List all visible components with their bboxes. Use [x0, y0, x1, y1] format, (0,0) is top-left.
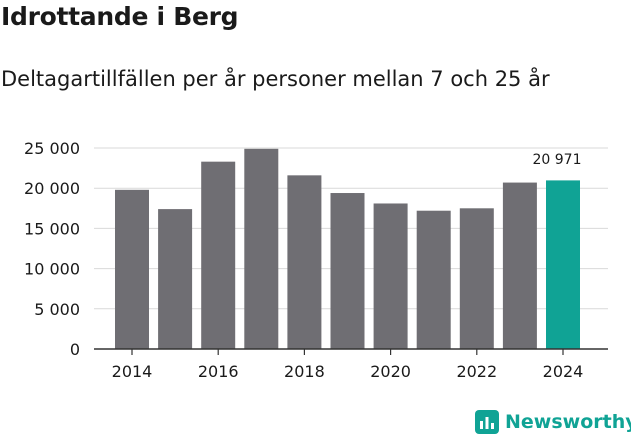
- y-tick-label: 10 000: [24, 260, 80, 279]
- x-axis-labels: 2014 2016 2018 2020 2022 2024: [112, 362, 584, 381]
- bar: [546, 180, 580, 349]
- bar: [416, 210, 451, 349]
- y-tick-label: 5 000: [34, 300, 80, 319]
- bar: [244, 148, 279, 349]
- bar: [158, 209, 193, 349]
- x-tick-label: 2018: [284, 362, 325, 381]
- x-tick-label: 2024: [543, 362, 584, 381]
- chart-title: Idrottande i Berg: [1, 2, 239, 31]
- bars: [115, 148, 580, 349]
- bar: [330, 193, 365, 349]
- chart-subtitle: Deltagartillfällen per år personer mella…: [1, 67, 550, 91]
- y-tick-label: 0: [70, 340, 80, 359]
- x-tick-label: 2016: [198, 362, 239, 381]
- y-tick-label: 20 000: [24, 179, 80, 198]
- bar: [201, 161, 236, 349]
- bar: [373, 203, 408, 349]
- x-tick-label: 2022: [456, 362, 497, 381]
- x-axis: [94, 348, 608, 355]
- bar: [502, 182, 537, 349]
- value-label: 20 971: [533, 152, 582, 168]
- y-tick-label: 25 000: [24, 139, 80, 158]
- newsworthy-logo: Newsworthy: [475, 407, 631, 437]
- chart-icon: [475, 410, 499, 434]
- brand-name: Newsworthy: [505, 411, 631, 433]
- annotations: 20 971: [533, 152, 582, 168]
- y-tick-label: 15 000: [24, 219, 80, 238]
- x-tick-label: 2020: [370, 362, 411, 381]
- bar: [459, 208, 494, 349]
- y-axis-labels: 0 5 000 10 000 15 000 20 000 25 000: [24, 139, 80, 359]
- x-tick-label: 2014: [112, 362, 153, 381]
- bar: [115, 189, 149, 349]
- bar: [287, 175, 322, 349]
